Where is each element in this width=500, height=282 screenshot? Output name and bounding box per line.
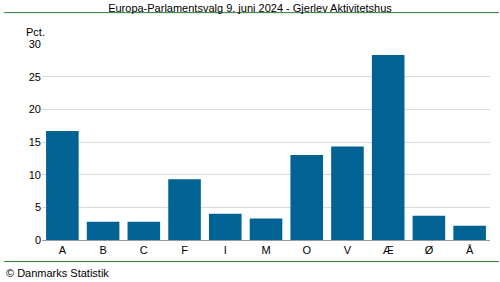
- svg-text:5: 5: [35, 201, 41, 213]
- svg-text:Å: Å: [466, 244, 474, 256]
- svg-text:C: C: [140, 244, 148, 256]
- svg-text:O: O: [302, 244, 311, 256]
- svg-text:F: F: [181, 244, 188, 256]
- svg-text:Pct.: Pct.: [26, 26, 45, 38]
- svg-text:20: 20: [29, 103, 41, 115]
- svg-text:0: 0: [35, 234, 41, 246]
- svg-text:30: 30: [29, 38, 41, 50]
- svg-text:M: M: [261, 244, 270, 256]
- svg-text:B: B: [99, 244, 106, 256]
- svg-text:10: 10: [29, 169, 41, 181]
- svg-text:Ø: Ø: [425, 244, 434, 256]
- svg-text:15: 15: [29, 136, 41, 148]
- svg-text:V: V: [344, 244, 352, 256]
- svg-text:© Danmarks Statistik: © Danmarks Statistik: [6, 267, 109, 279]
- svg-text:Europa-Parlamentsvalg 9. juni: Europa-Parlamentsvalg 9. juni 2024 - Gje…: [108, 2, 392, 14]
- svg-text:25: 25: [29, 71, 41, 83]
- svg-text:Æ: Æ: [383, 244, 394, 256]
- svg-text:A: A: [59, 244, 67, 256]
- svg-text:I: I: [224, 244, 227, 256]
